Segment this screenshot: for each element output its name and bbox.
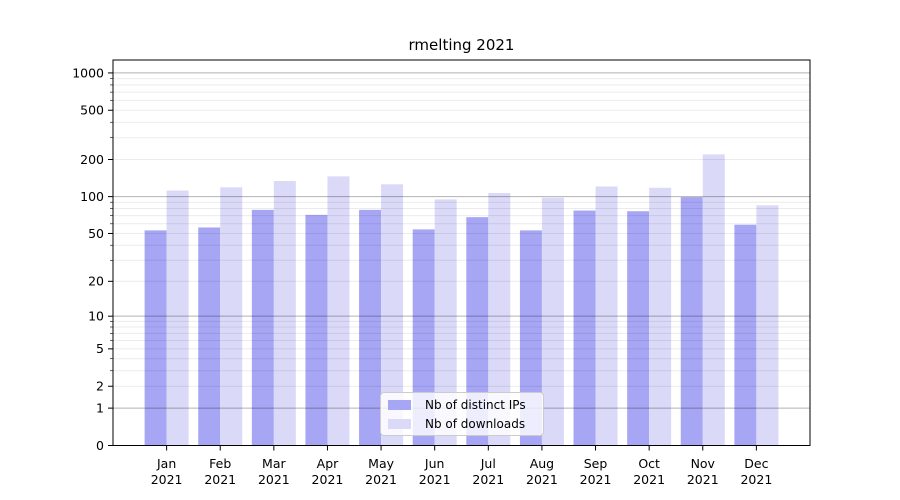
x-tick-label-year-apr-2021: 2021 (312, 472, 344, 487)
bar-nb-of-distinct-ips-aug-2021 (519, 230, 542, 446)
x-tick-label-month-sep-2021: Sep (584, 456, 608, 471)
legend-item-nb-of-downloads: Nb of downloads (388, 416, 536, 432)
x-tick-label-month-dec-2021: Dec (744, 456, 768, 471)
legend-item-nb-of-distinct-ips: Nb of distinct IPs (388, 397, 536, 413)
y-tick-label-100: 100 (80, 189, 104, 204)
y-tick-label-20: 20 (88, 274, 104, 289)
bar-nb-of-downloads-apr-2021 (327, 176, 350, 446)
bar-nb-of-downloads-sep-2021 (595, 186, 618, 446)
x-tick-label-month-may-2021: May (368, 456, 394, 471)
bar-nb-of-downloads-jul-2021 (488, 193, 511, 446)
bar-nb-of-distinct-ips-jun-2021 (412, 229, 435, 446)
bar-nb-of-distinct-ips-jan-2021 (144, 230, 167, 446)
x-tick-label-month-feb-2021: Feb (209, 456, 231, 471)
x-tick-label-month-jul-2021: Jul (480, 456, 496, 471)
x-tick-label-year-may-2021: 2021 (365, 472, 397, 487)
bar-nb-of-downloads-dec-2021 (756, 205, 779, 446)
bar-nb-of-downloads-jan-2021 (166, 190, 189, 446)
x-tick-label-month-jan-2021: Jan (156, 456, 176, 471)
y-tick-label-5: 5 (96, 341, 104, 356)
x-tick-label-month-oct-2021: Oct (638, 456, 660, 471)
y-tick-label-500: 500 (80, 103, 104, 118)
x-tick-label-month-mar-2021: Mar (262, 456, 286, 471)
x-tick-label-year-jun-2021: 2021 (419, 472, 451, 487)
x-tick-label-month-jun-2021: Jun (424, 456, 445, 471)
plot-border (112, 59, 811, 446)
bar-nb-of-distinct-ips-jul-2021 (466, 217, 489, 446)
bar-nb-of-downloads-may-2021 (381, 184, 404, 446)
bar-nb-of-downloads-aug-2021 (541, 197, 564, 446)
y-tick-label-1: 1 (96, 400, 104, 415)
bar-nb-of-distinct-ips-nov-2021 (680, 197, 703, 446)
y-tick-label-200: 200 (80, 152, 104, 167)
bar-nb-of-distinct-ips-mar-2021 (251, 209, 274, 446)
x-tick-label-year-dec-2021: 2021 (740, 472, 772, 487)
bar-nb-of-distinct-ips-feb-2021 (198, 227, 221, 446)
legend: Nb of distinct IPs Nb of downloads (380, 392, 544, 436)
bar-nb-of-distinct-ips-may-2021 (359, 209, 382, 446)
x-tick-label-month-nov-2021: Nov (691, 456, 716, 471)
legend-label-nb-of-downloads: Nb of downloads (425, 416, 526, 431)
y-tick-label-10: 10 (88, 309, 104, 324)
x-tick-label-year-jul-2021: 2021 (472, 472, 504, 487)
bar-nb-of-downloads-mar-2021 (273, 180, 296, 446)
x-tick-label-year-feb-2021: 2021 (204, 472, 236, 487)
y-tick-label-50: 50 (88, 226, 104, 241)
x-tick-label-year-nov-2021: 2021 (687, 472, 719, 487)
x-tick-label-month-apr-2021: Apr (317, 456, 339, 471)
x-tick-label-year-mar-2021: 2021 (258, 472, 290, 487)
x-tick-label-year-sep-2021: 2021 (580, 472, 612, 487)
legend-label-nb-of-distinct-ips: Nb of distinct IPs (425, 397, 526, 412)
x-tick-label-month-aug-2021: Aug (530, 456, 554, 471)
bar-nb-of-distinct-ips-apr-2021 (305, 214, 328, 446)
legend-swatch-nb-of-downloads (388, 418, 411, 429)
bar-nb-of-downloads-oct-2021 (649, 187, 672, 446)
legend-swatch-nb-of-distinct-ips (388, 399, 411, 410)
chart-title: rmelting 2021 (408, 36, 515, 54)
bar-nb-of-distinct-ips-dec-2021 (734, 224, 757, 446)
y-tick-label-1000: 1000 (72, 65, 104, 80)
x-tick-label-year-jan-2021: 2021 (151, 472, 183, 487)
y-tick-label-2: 2 (96, 379, 104, 394)
bar-nb-of-downloads-nov-2021 (702, 154, 725, 446)
bar-nb-of-distinct-ips-oct-2021 (627, 211, 650, 446)
x-tick-label-year-aug-2021: 2021 (526, 472, 558, 487)
y-tick-label-0: 0 (96, 438, 104, 453)
bar-nb-of-distinct-ips-sep-2021 (573, 210, 596, 446)
bar-nb-of-downloads-jun-2021 (434, 199, 457, 446)
x-tick-label-year-oct-2021: 2021 (633, 472, 665, 487)
bar-nb-of-downloads-feb-2021 (220, 187, 243, 446)
